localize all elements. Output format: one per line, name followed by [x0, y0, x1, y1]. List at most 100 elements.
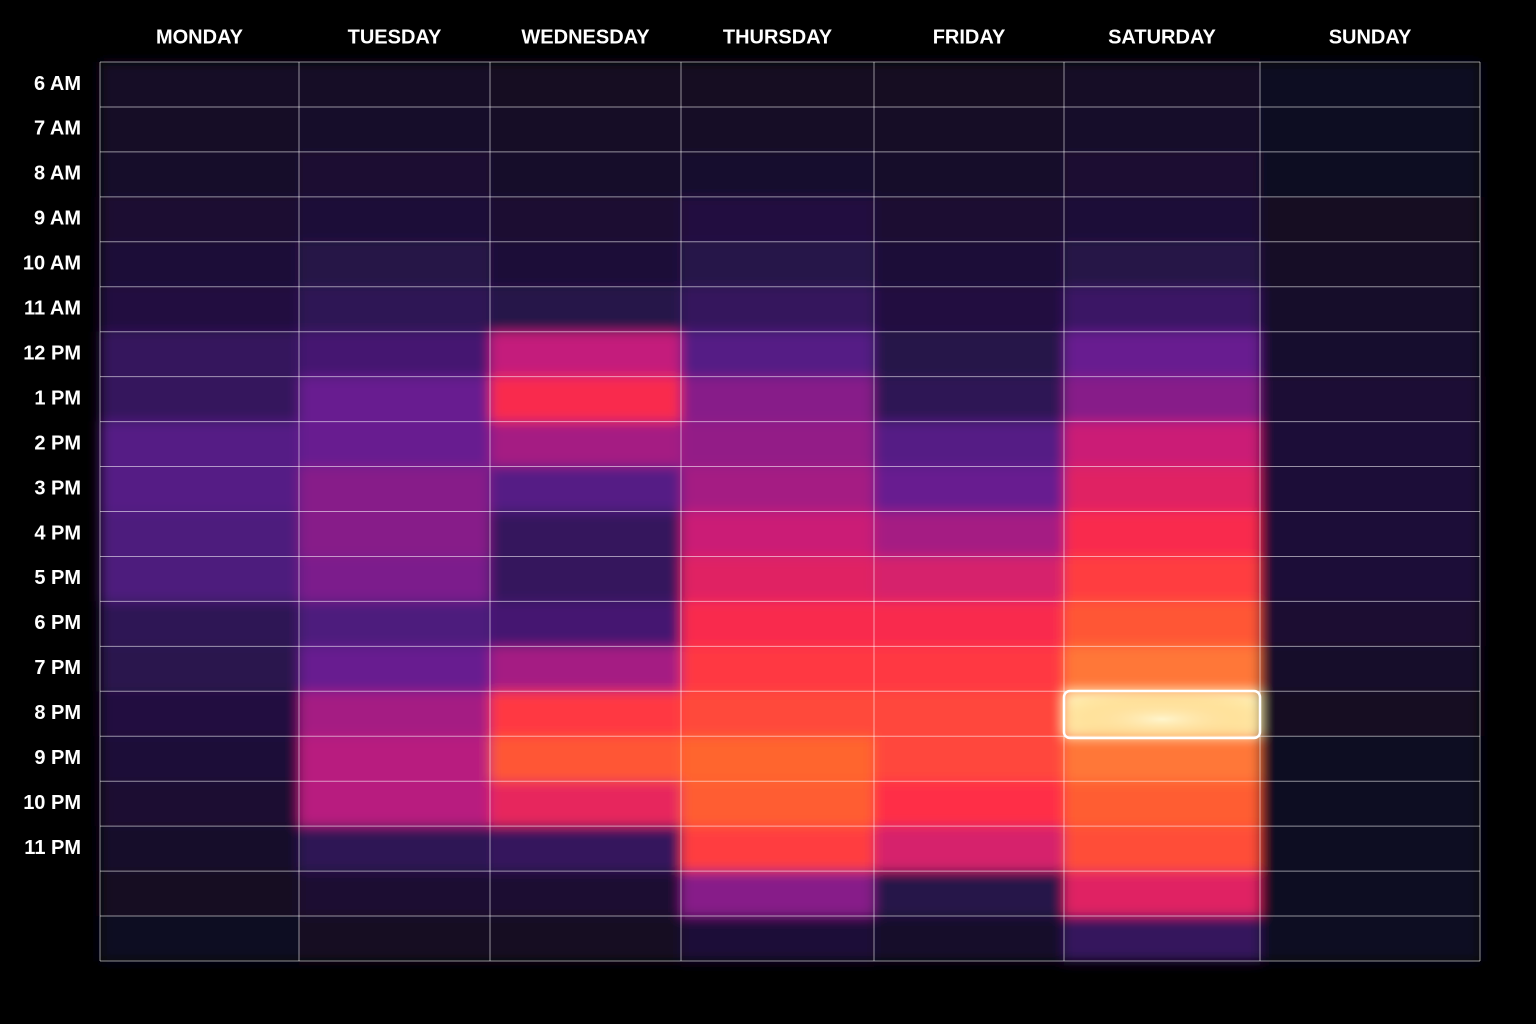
cell	[1064, 511, 1261, 557]
cell	[1260, 421, 1481, 468]
cell	[874, 646, 1065, 692]
cell	[1064, 196, 1261, 243]
labels: MONDAY TUESDAY WEDNESDAY THURSDAY FRIDAY SATU…	[23, 26, 1412, 859]
cell	[100, 646, 300, 692]
cell	[490, 241, 682, 288]
cell	[681, 196, 875, 243]
cell	[100, 691, 300, 737]
cell	[490, 62, 682, 108]
cell	[299, 151, 491, 198]
cell	[100, 826, 300, 872]
row-label: 8 AM	[34, 163, 81, 185]
cell	[100, 62, 300, 108]
cell	[100, 106, 300, 153]
cell	[681, 826, 875, 872]
cell	[100, 241, 300, 288]
cell	[1064, 331, 1261, 378]
cell	[100, 421, 300, 468]
cell	[299, 106, 491, 153]
row-label: 8 PM	[34, 702, 81, 724]
row-label: 5 PM	[34, 567, 81, 589]
column-header: THURSDAY	[723, 26, 833, 48]
cell	[490, 106, 682, 153]
cell	[299, 556, 491, 602]
cell	[490, 556, 682, 602]
cell	[490, 691, 682, 737]
cell	[1260, 781, 1481, 827]
cell	[681, 871, 875, 917]
cell	[490, 286, 682, 333]
row-label: 1 PM	[34, 387, 81, 409]
cell	[681, 62, 875, 108]
row-label: 4 PM	[34, 522, 81, 544]
cell	[1064, 421, 1261, 468]
cell	[1064, 151, 1261, 198]
cell	[1260, 62, 1481, 108]
row-label: 9 AM	[34, 208, 81, 230]
cell	[100, 511, 300, 557]
cell	[1260, 691, 1481, 737]
cell	[490, 736, 682, 782]
cell	[681, 511, 875, 557]
cell	[1064, 286, 1261, 333]
row-label: 10 AM	[23, 253, 81, 275]
cell	[490, 781, 682, 827]
cell	[490, 421, 682, 468]
cell	[1260, 286, 1481, 333]
cell	[100, 151, 300, 198]
cell	[874, 826, 1065, 872]
row-label: 7 PM	[34, 657, 81, 679]
cell	[299, 421, 491, 468]
cell	[299, 916, 491, 962]
cell	[874, 376, 1065, 423]
row-label: 9 PM	[34, 747, 81, 769]
cell	[874, 691, 1065, 737]
cell	[100, 871, 300, 917]
cell	[1064, 781, 1261, 827]
column-header: SUNDAY	[1329, 26, 1412, 48]
cell	[681, 466, 875, 512]
column-header: SATURDAY	[1108, 26, 1216, 48]
cell	[1064, 241, 1261, 288]
highlight-outline	[1062, 689, 1262, 740]
row-label: 10 PM	[23, 792, 81, 814]
cell	[681, 376, 875, 423]
cell	[1260, 916, 1481, 962]
cell	[1260, 331, 1481, 378]
cell	[874, 106, 1065, 153]
cell	[1260, 646, 1481, 692]
cell	[681, 781, 875, 827]
cell	[874, 196, 1065, 243]
cell	[681, 241, 875, 288]
cell	[681, 151, 875, 198]
cell	[874, 556, 1065, 602]
cell	[1260, 151, 1481, 198]
cell	[299, 62, 491, 108]
grid	[99, 61, 1481, 962]
row-label: 11 PM	[24, 837, 81, 859]
cell	[299, 646, 491, 692]
cell	[874, 781, 1065, 827]
row-label: 6 AM	[34, 73, 81, 95]
column-header: WEDNESDAY	[521, 26, 650, 48]
cell	[100, 286, 300, 333]
cell	[874, 916, 1065, 962]
cell	[681, 646, 875, 692]
cell	[874, 736, 1065, 782]
cells	[100, 62, 1481, 962]
cell	[1260, 376, 1481, 423]
cell	[1260, 871, 1481, 917]
cell	[874, 151, 1065, 198]
cell	[100, 916, 300, 962]
cell	[490, 331, 682, 378]
cell	[1064, 62, 1261, 108]
cell	[874, 601, 1065, 647]
cell	[1064, 871, 1261, 917]
cell	[490, 871, 682, 917]
cell	[1064, 916, 1261, 962]
cell	[1260, 196, 1481, 243]
row-label: 3 PM	[34, 477, 81, 499]
cell	[681, 916, 875, 962]
